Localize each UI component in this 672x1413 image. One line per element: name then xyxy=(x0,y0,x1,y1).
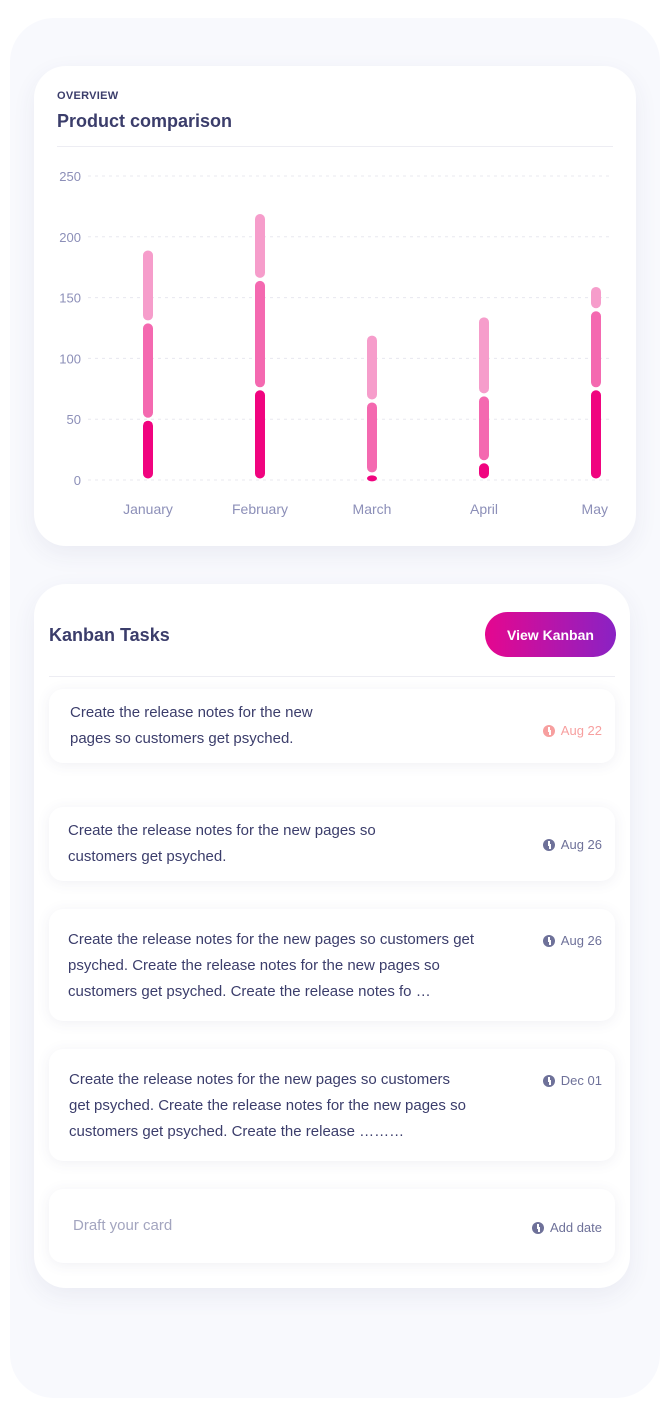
bar-segment xyxy=(143,323,153,418)
bar-segment xyxy=(367,475,377,482)
divider xyxy=(49,676,615,677)
x-tick-label: March xyxy=(353,501,392,517)
y-tick-label: 250 xyxy=(59,169,81,184)
clock-icon xyxy=(542,724,555,737)
kanban-card: Kanban Tasks View Kanban Create the rele… xyxy=(34,584,630,1288)
task-text: Create the release notes for the new page… xyxy=(70,704,313,747)
bar-segment xyxy=(367,402,377,473)
task-due-date: Aug 26 xyxy=(542,837,602,852)
clock-icon xyxy=(531,1221,544,1234)
bar-segment xyxy=(479,317,489,394)
task-text: Create the release notes for the new pag… xyxy=(69,1071,466,1140)
task-card[interactable]: Create the release notes for the new page… xyxy=(49,689,615,763)
bar-segment xyxy=(479,396,489,461)
task-text: Create the release notes for the new pag… xyxy=(68,931,475,1000)
stacked-bar-chart: 0 50 100 150 200 250 January February March April… xyxy=(59,169,612,517)
task-card[interactable]: Create the release notes for the new pag… xyxy=(49,909,615,1021)
task-due-date: Aug 26 xyxy=(542,933,602,948)
task-due-date: Aug 22 xyxy=(542,723,602,738)
bar-segment xyxy=(255,213,265,278)
chart-title: Product comparison xyxy=(57,111,233,131)
y-tick-label: 0 xyxy=(74,473,81,488)
y-tick-label: 100 xyxy=(59,351,81,366)
bar-segment xyxy=(143,250,153,321)
draft-card[interactable]: Draft your card Add date xyxy=(49,1189,615,1263)
bar-segment xyxy=(591,286,601,309)
bar-segment xyxy=(143,420,153,479)
y-tick-label: 50 xyxy=(67,412,81,427)
overview-label: OVERVIEW xyxy=(57,90,119,102)
draft-card-input[interactable]: Draft your card xyxy=(73,1217,173,1234)
bar-segment xyxy=(367,335,377,400)
bar-segment xyxy=(255,280,265,388)
clock-icon xyxy=(542,1074,555,1087)
x-tick-label: May xyxy=(582,501,608,517)
task-card[interactable]: Create the release notes for the new pag… xyxy=(49,1049,615,1161)
task-text: Create the release notes for the new pag… xyxy=(68,822,376,865)
bar-segment xyxy=(479,463,489,479)
x-tick-label: February xyxy=(232,501,288,517)
task-card[interactable]: Create the release notes for the new pag… xyxy=(49,807,615,881)
bar-segment xyxy=(591,311,601,388)
bar-segment xyxy=(255,390,265,479)
clock-icon xyxy=(542,934,555,947)
task-due-date: Dec 01 xyxy=(542,1073,602,1088)
bar-segment xyxy=(591,390,601,479)
x-tick-label: April xyxy=(470,501,498,517)
x-tick-label: January xyxy=(123,501,173,517)
y-tick-label: 150 xyxy=(59,291,81,306)
clock-icon xyxy=(542,838,555,851)
y-tick-label: 200 xyxy=(59,230,81,245)
view-kanban-button[interactable]: View Kanban xyxy=(485,612,616,657)
divider xyxy=(57,146,613,147)
kanban-title: Kanban Tasks xyxy=(49,625,170,645)
product-comparison-card: OVERVIEW Product comparison 0 50 100 150 200… xyxy=(34,66,636,546)
add-date-button[interactable]: Add date xyxy=(531,1220,602,1235)
